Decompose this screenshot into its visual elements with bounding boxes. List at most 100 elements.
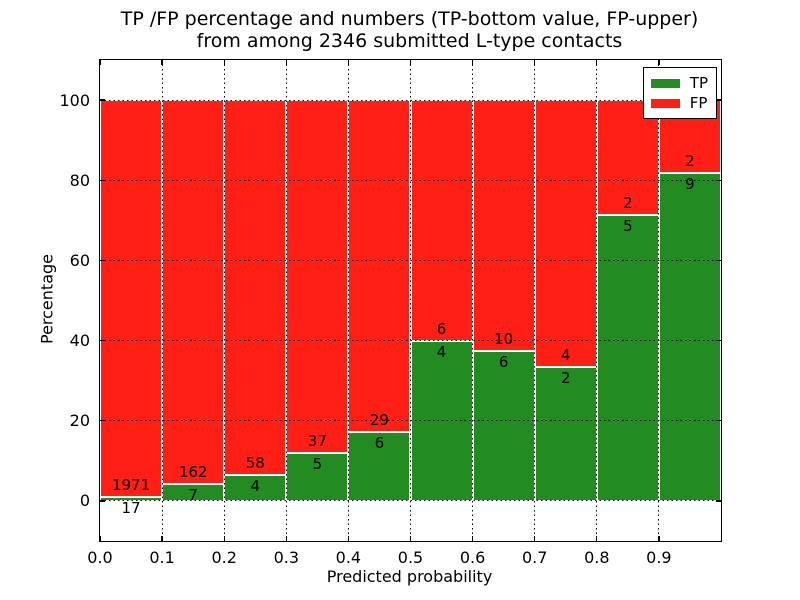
y-tick-mark-left <box>100 259 105 262</box>
y-tick-mark-right <box>716 500 721 502</box>
fp-count-label: 58 <box>245 454 265 473</box>
legend-label: FP <box>689 94 708 112</box>
y-tick-label: 100 <box>59 90 90 110</box>
chart-title-line1: TP /FP percentage and numbers (TP-bottom… <box>120 8 699 30</box>
legend-label: TP <box>689 74 708 92</box>
tp-bar-segment <box>348 432 411 501</box>
fp-bar-segment <box>472 100 535 351</box>
y-tick-mark-left <box>100 500 105 502</box>
x-tick-mark-top <box>347 60 350 65</box>
legend: TP FP <box>642 67 717 119</box>
tp-count-label: 4 <box>250 477 260 496</box>
vertical-gridline <box>658 60 660 541</box>
vertical-gridline <box>347 60 349 541</box>
y-tick-mark-left <box>100 179 105 181</box>
y-tick-label: 0 <box>79 491 90 511</box>
x-tick-mark-top <box>285 60 287 65</box>
tp-count-label: 5 <box>623 216 633 235</box>
tp-bar-segment <box>100 497 163 501</box>
x-tick-mark-bottom <box>658 536 660 541</box>
tp-bar-segment <box>658 172 721 501</box>
fp-count-label: 1971 <box>111 476 151 495</box>
tp-bar-segment <box>286 453 349 501</box>
y-tick-mark-left <box>100 99 105 101</box>
fp-bar-segment <box>410 100 473 341</box>
vertical-gridline <box>161 60 163 541</box>
fp-count-label: 2 <box>623 193 633 212</box>
chart-title-line2: from among 2346 submitted L-type contact… <box>196 30 623 52</box>
tp-swatch-icon <box>650 78 680 88</box>
fp-bar-segment <box>596 100 659 215</box>
x-tick-mark-top <box>223 60 225 65</box>
tp-bar-segment <box>534 367 597 501</box>
x-tick-label: 0.0 <box>87 548 113 567</box>
tp-bar-segment <box>596 214 659 501</box>
x-tick-mark-top <box>161 60 163 65</box>
x-tick-mark-top <box>99 60 101 65</box>
y-tick-mark-left <box>100 339 105 342</box>
x-tick-mark-bottom <box>534 536 536 541</box>
fp-count-label: 162 <box>178 463 208 482</box>
fp-bar-segment <box>100 100 163 498</box>
fp-swatch-icon <box>650 98 680 108</box>
y-tick-mark-right <box>716 420 721 422</box>
tp-count-label: 7 <box>188 486 198 505</box>
x-tick-label: 0.3 <box>273 548 300 567</box>
x-tick-label: 0.6 <box>459 548 486 567</box>
fp-bar-segment <box>348 100 411 433</box>
y-tick-mark-right <box>716 99 721 101</box>
tp-count-label: 9 <box>685 174 695 193</box>
y-tick-mark-right <box>716 179 721 181</box>
x-tick-mark-bottom <box>285 536 287 541</box>
legend-item-tp: TP <box>650 73 708 93</box>
chart-title: TP /FP percentage and numbers (TP-bottom… <box>99 8 720 52</box>
vertical-gridline <box>285 60 287 541</box>
fp-count-label: 6 <box>436 319 447 338</box>
x-tick-mark-top <box>534 60 536 65</box>
x-tick-label: 0.5 <box>397 548 424 567</box>
x-tick-label: 0.2 <box>211 548 237 567</box>
y-tick-label: 40 <box>69 331 90 351</box>
fp-bar-segment <box>286 100 349 454</box>
x-tick-mark-top <box>471 60 474 65</box>
tp-count-label: 2 <box>560 369 571 388</box>
x-tick-mark-top <box>409 60 412 65</box>
x-tick-mark-bottom <box>223 536 225 541</box>
y-tick-mark-left <box>100 420 105 422</box>
plot-area: TP FP 1971 17 162 7 58 4 37 5 29 6 6 4 10 6 4 2 2 5 2 9 0 20 40… <box>59 59 722 567</box>
tp-count-label: 6 <box>498 352 509 371</box>
tp-count-label: 4 <box>436 342 447 361</box>
x-tick-mark-top <box>658 60 660 65</box>
fp-bar-segment <box>224 100 287 476</box>
vertical-gridline <box>534 60 536 541</box>
fp-count-label: 29 <box>369 411 389 430</box>
x-tick-mark-bottom <box>161 536 163 541</box>
x-tick-label: 0.9 <box>646 548 672 567</box>
tp-bar-segment <box>472 350 535 501</box>
fp-count-label: 10 <box>494 329 514 348</box>
x-tick-label: 0.7 <box>521 548 548 567</box>
legend-item-fp: FP <box>650 93 708 113</box>
fp-count-label: 4 <box>560 346 571 365</box>
fp-bar-segment <box>162 100 225 485</box>
vertical-gridline <box>472 60 474 541</box>
y-tick-label: 80 <box>69 170 90 190</box>
x-tick-label: 0.1 <box>149 548 175 567</box>
tp-count-label: 17 <box>121 499 141 518</box>
tp-count-label: 6 <box>374 434 385 453</box>
x-tick-mark-bottom <box>409 536 412 541</box>
fp-count-label: 37 <box>307 432 327 451</box>
x-tick-mark-bottom <box>99 536 101 541</box>
y-tick-label: 60 <box>69 250 90 270</box>
y-tick-mark-right <box>716 259 721 262</box>
x-axis-label: Predicted probability <box>326 567 493 586</box>
y-tick-label: 20 <box>69 411 90 431</box>
vertical-gridline <box>410 60 411 541</box>
x-tick-mark-top <box>596 60 598 65</box>
fp-count-label: 2 <box>685 151 695 170</box>
y-tick-mark-right <box>716 339 721 342</box>
tp-count-label: 5 <box>312 455 323 474</box>
x-tick-label: 0.8 <box>584 548 610 567</box>
x-tick-label: 0.4 <box>335 548 362 567</box>
